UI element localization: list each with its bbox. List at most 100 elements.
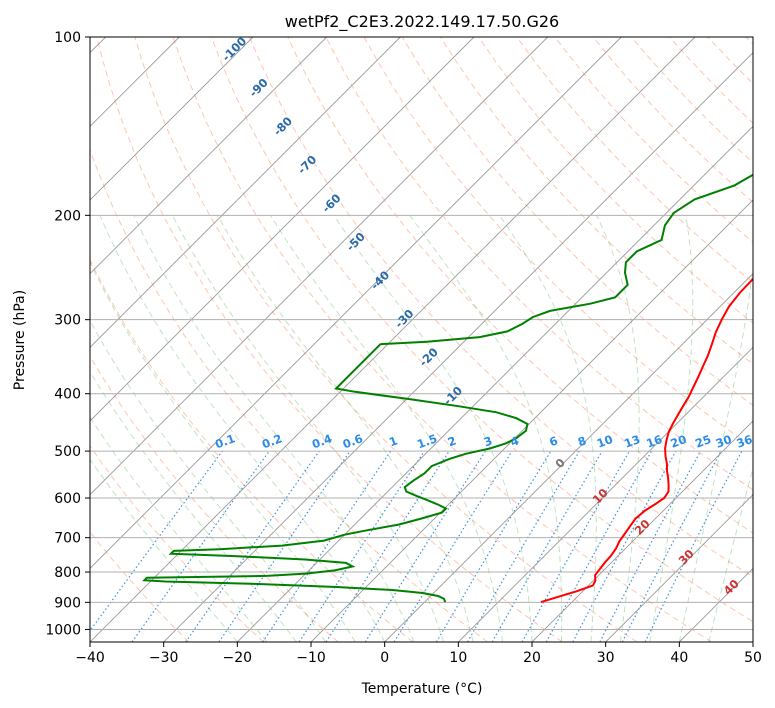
mixing-ratio-line	[298, 450, 425, 642]
y-tick-label: 800	[54, 565, 81, 581]
moist-adiabat	[270, 215, 503, 642]
y-tick-label: 600	[54, 491, 81, 507]
dry-adiabat	[172, 37, 712, 642]
moist-adiabat	[217, 215, 474, 642]
isotherm-gridline	[90, 37, 696, 642]
isotherm-gridline	[163, 52, 753, 642]
mixing-ratio-line	[644, 450, 743, 642]
dry-adiabat	[287, 37, 753, 534]
moist-adiabat	[133, 215, 415, 642]
mixing-ratio-label: 1.5	[415, 431, 439, 451]
mixing-ratio-label: 3	[482, 433, 494, 449]
dry-adiabat-label: -100	[219, 34, 249, 64]
dry-adiabat	[516, 37, 753, 284]
mixing-ratio-line	[218, 450, 351, 642]
x-axis-label: Temperature (°C)	[361, 681, 483, 697]
dry-adiabat-label: -20	[416, 345, 441, 370]
mixing-ratio-line	[262, 450, 392, 642]
dry-adiabat	[90, 355, 339, 642]
dry-adiabat-label: -40	[368, 268, 393, 293]
x-tick-label: 40	[670, 650, 688, 666]
dry-adiabat-label: -30	[392, 306, 417, 331]
dry-adiabat-label: -80	[270, 114, 295, 139]
isotherm-gridline	[90, 37, 401, 348]
x-tick-label: −40	[75, 650, 105, 666]
dewpoint-profile	[142, 173, 753, 603]
y-tick-label: 100	[54, 30, 81, 46]
isotherm-gridline	[310, 199, 753, 642]
temperature-profile	[540, 277, 753, 604]
y-tick-label: 200	[54, 208, 81, 224]
moist-adiabat	[409, 215, 563, 642]
mixing-ratio-line	[90, 450, 223, 632]
chart-title: wetPf2_C2E3.2022.149.17.50.G26	[285, 12, 559, 32]
dry-adiabat	[745, 37, 753, 45]
moist-adiabat	[499, 215, 597, 642]
mixing-ratio-label: 2	[446, 433, 458, 449]
mixing-ratio-label: 8	[576, 433, 588, 449]
y-tick-label: 1000	[45, 622, 81, 638]
moist-adiabat	[172, 215, 445, 642]
x-tick-label: 50	[744, 650, 762, 666]
moist-adiabat	[333, 215, 533, 642]
mixing-ratio-label: 36	[735, 432, 755, 451]
plot-area: -100-90-80-70-60-50-40-30-20-100.1 0.2 0.4…	[90, 34, 755, 642]
moist-adiabat	[90, 370, 297, 642]
dry-adiabat	[96, 37, 563, 642]
moist-adiabat	[678, 265, 753, 642]
dry-adiabat-label: -70	[295, 152, 320, 177]
plot-frame	[89, 36, 754, 643]
mixing-ratio-line	[521, 450, 631, 642]
moist-adiabat	[90, 319, 327, 642]
isotherm-gridline	[752, 641, 753, 642]
mixing-ratio-line	[364, 450, 486, 642]
moist-adiabat	[90, 260, 356, 642]
dry-adiabat	[554, 37, 753, 243]
isotherm-gridline	[90, 37, 548, 496]
moist-adiabat	[649, 215, 694, 642]
y-tick-label: 300	[54, 313, 81, 329]
x-tick-label: −30	[149, 650, 179, 666]
x-tick-label: 30	[597, 650, 615, 666]
isotherm-gridline	[237, 125, 753, 642]
x-tick-label: −10	[296, 650, 326, 666]
y-tick-label: 700	[54, 531, 81, 547]
dry-adiabat-label: -50	[343, 229, 368, 254]
x-tick-label: 0	[380, 650, 389, 666]
isotherm-gridline	[90, 37, 327, 275]
dry-adiabat	[90, 531, 190, 642]
isotherm-gridline	[531, 420, 753, 642]
y-tick-label: 500	[54, 444, 81, 460]
x-axis: −40 −30 −20 −10 0 10 20 30 40 50	[75, 642, 762, 666]
dry-adiabat	[707, 37, 753, 85]
mixing-ratio-label: 1	[387, 433, 399, 449]
dry-adiabat	[439, 37, 753, 365]
mixing-ratio-label: 30	[714, 432, 734, 451]
y-axis-label: Pressure (hPa)	[12, 290, 28, 390]
mixing-ratio-label: 10	[595, 432, 615, 451]
mixing-ratio-label: 6	[547, 433, 559, 449]
isotherm-gridline	[605, 494, 753, 642]
x-tick-label: 10	[449, 650, 467, 666]
x-tick-label: −20	[223, 650, 253, 666]
moist-adiabat-label: 30	[676, 547, 697, 568]
isotherm-gridline	[384, 273, 753, 642]
y-axis: 100 200 300 400 500 600 700 800 900 1000	[45, 30, 90, 638]
mixing-ratio-line	[393, 450, 513, 642]
moist-adiabat	[99, 215, 386, 642]
isotherm-gridline	[90, 37, 475, 422]
mixing-ratio-label: 0.6	[341, 431, 365, 451]
dry-adiabat	[134, 37, 638, 642]
y-tick-label: 400	[54, 387, 81, 403]
isotherm-gridline	[679, 567, 753, 642]
mixing-ratio-line	[572, 450, 677, 642]
dry-adiabat	[478, 37, 753, 324]
moist-adiabat	[596, 215, 640, 642]
moist-adiabat	[90, 458, 238, 642]
isotherm-gridline	[458, 346, 753, 642]
mixing-ratio-label: 0.2	[260, 431, 284, 451]
moist-adiabat	[708, 466, 753, 642]
isotherm-gridline	[90, 37, 622, 569]
dry-adiabat	[90, 445, 264, 642]
dry-adiabat	[90, 258, 414, 642]
